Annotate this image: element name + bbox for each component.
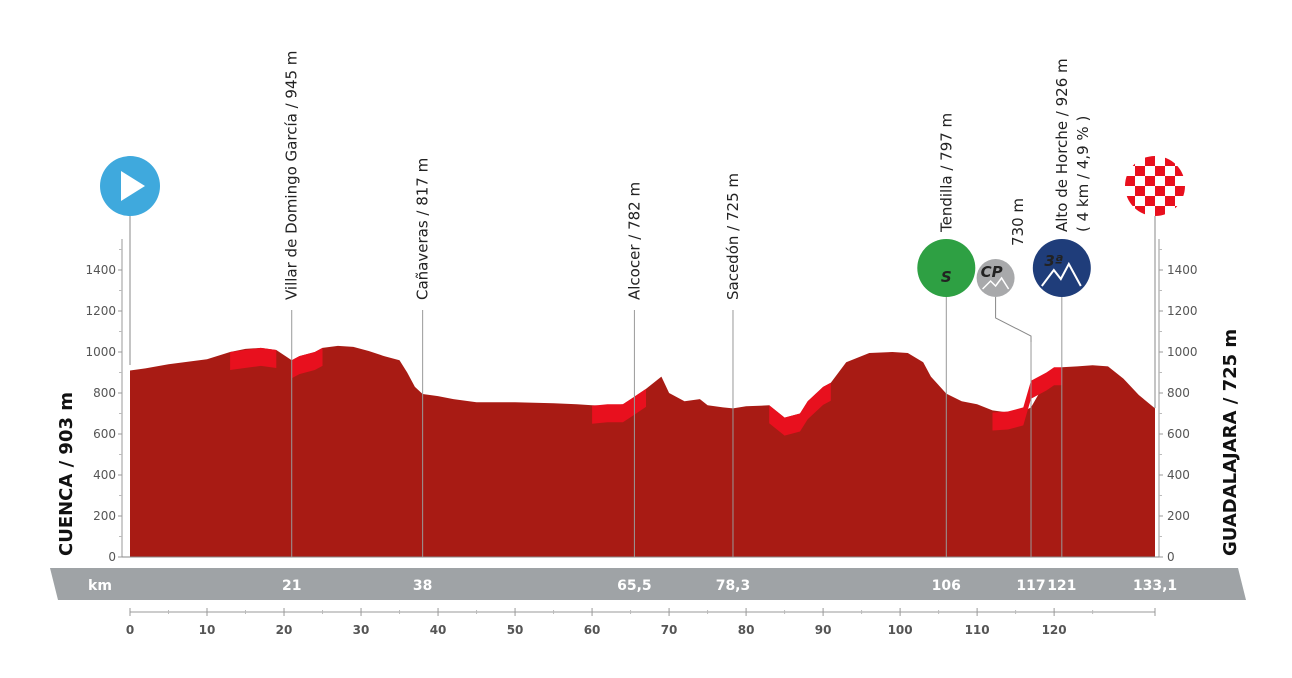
finish-square (1125, 196, 1135, 206)
y-tick-label-right-1400: 1400 (1167, 263, 1198, 277)
end-labels-group: CUENCA / 903 m GUADALAJARA / 725 m (56, 329, 1241, 556)
finish-location-label: GUADALAJARA / 725 m (1220, 329, 1241, 556)
sprint-icon (917, 239, 976, 297)
finish-square (1125, 156, 1135, 166)
y-tick-label-left-1400: 1400 (85, 263, 116, 277)
finish-square (1145, 156, 1155, 166)
waypoint-label-1: Cañaveras / 817 m (414, 158, 432, 300)
cp-text: CP (981, 263, 1003, 281)
waypoint-label-0: Villar de Domingo García / 945 m (283, 51, 301, 300)
waypoint-label-4: Tendilla / 797 m (937, 113, 955, 233)
km-label-4: 106 (932, 578, 961, 594)
y-tick-label-right-400: 400 (1167, 468, 1190, 482)
elevation-area-group (130, 345, 1155, 557)
x-tick-label-50: 50 (507, 623, 524, 637)
km-label-2: 65,5 (617, 578, 652, 594)
finish-flag-icon (1125, 156, 1185, 216)
km-label-7: 133,1 (1133, 578, 1177, 594)
km-label-3: 78,3 (716, 578, 751, 594)
waypoints-group: Villar de Domingo García / 945 m Cañavera… (100, 51, 1185, 557)
y-tick-label-right-0: 0 (1167, 550, 1175, 564)
cp-leader-line (995, 297, 1032, 342)
finish-square (1175, 206, 1185, 216)
km-bar (50, 568, 1246, 600)
steep-section-0 (230, 347, 277, 370)
finish-square (1155, 206, 1165, 216)
elevation-area (130, 345, 1155, 557)
steep-section-1 (291, 347, 323, 379)
x-tick-label-0: 0 (126, 623, 134, 637)
km-bar-label: km (88, 578, 112, 594)
y-tick-label-left-1000: 1000 (85, 345, 116, 359)
finish-square (1165, 196, 1175, 206)
km-label-0: 21 (282, 578, 301, 594)
y-tick-label-left-0: 0 (108, 550, 116, 564)
finish-square (1165, 156, 1175, 166)
x-tick-label-30: 30 (353, 623, 370, 637)
steep-section-4 (992, 367, 1062, 431)
finish-square (1135, 206, 1145, 216)
play-triangle-icon (121, 171, 145, 201)
km-label-5: 117 (1016, 578, 1045, 594)
mountain-icon (1041, 261, 1082, 287)
x-tick-label-90: 90 (815, 623, 832, 637)
y-tick-label-right-1000: 1000 (1167, 345, 1198, 359)
finish-square (1145, 176, 1155, 186)
y-tick-label-right-200: 200 (1167, 509, 1190, 523)
y-tick-label-left-400: 400 (93, 468, 116, 482)
sprint-letter: S (941, 268, 952, 286)
y-tick-label-right-800: 800 (1167, 386, 1190, 400)
finish-square (1135, 166, 1145, 176)
km-bar-group: km 21 38 65,5 78,3 106 117 121 133,1 (50, 568, 1246, 600)
x-tick-label-40: 40 (430, 623, 447, 637)
y-tick-label-right-600: 600 (1167, 427, 1190, 441)
cp-icon (976, 259, 1015, 297)
finish-square (1125, 176, 1135, 186)
climb-category-text: 3ª (1044, 252, 1063, 270)
x-tick-label-120: 120 (1042, 623, 1067, 637)
waypoint-label-2: Alcocer / 782 m (625, 182, 643, 300)
y-tick-label-left-200: 200 (93, 509, 116, 523)
x-tick-label-60: 60 (584, 623, 601, 637)
finish-square (1175, 166, 1185, 176)
finish-square (1175, 186, 1185, 196)
steep-section-3 (769, 382, 831, 436)
cp-mountain-icon (982, 276, 1010, 290)
x-tick-label-20: 20 (276, 623, 293, 637)
y-tick-label-left-800: 800 (93, 386, 116, 400)
x-tick-label-10: 10 (199, 623, 216, 637)
x-tick-label-80: 80 (738, 623, 755, 637)
km-label-1: 38 (413, 578, 432, 594)
waypoint-label-5: 730 m (1009, 198, 1027, 246)
finish-square (1155, 166, 1165, 176)
steep-section-2 (592, 388, 646, 424)
x-tick-label-110: 110 (965, 623, 990, 637)
finish-square (1135, 186, 1145, 196)
finish-square (1155, 186, 1165, 196)
finish-square (1165, 176, 1175, 186)
y-tick-label-left-600: 600 (93, 427, 116, 441)
y-tick-label-right-1200: 1200 (1167, 304, 1198, 318)
climb-category-icon (1032, 239, 1091, 297)
x-tick-label-70: 70 (661, 623, 678, 637)
start-location-label: CUENCA / 903 m (56, 392, 77, 556)
finish-square (1145, 196, 1155, 206)
waypoint-label-3: Sacedón / 725 m (724, 173, 742, 300)
waypoint-sublabel-6: ( 4 km / 4,9 % ) (1074, 116, 1092, 232)
waypoint-label-6: Alto de Horche / 926 m (1053, 58, 1071, 232)
y-tick-label-left-1200: 1200 (85, 304, 116, 318)
x-tick-label-100: 100 (888, 623, 913, 637)
km-label-6: 121 (1047, 578, 1076, 594)
